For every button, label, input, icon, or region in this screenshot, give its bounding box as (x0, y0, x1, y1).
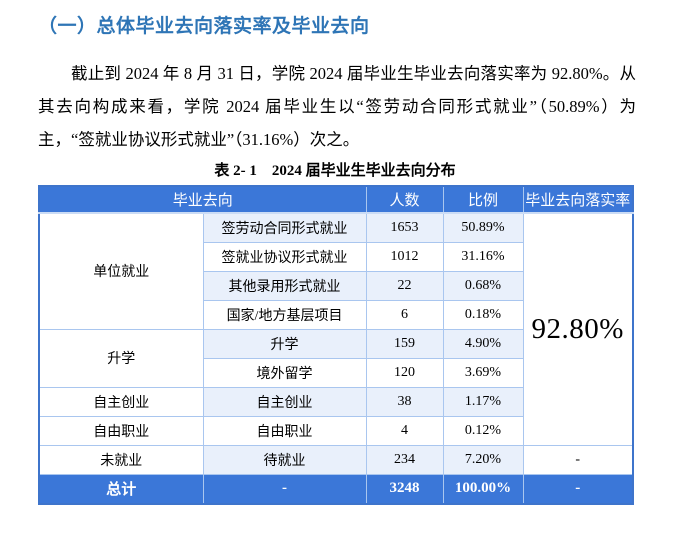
cell-subcategory: 其他录用形式就业 (202, 270, 367, 301)
table-row: 单位就业 签劳动合同形式就业 1653 50.89% 92.80% (38, 212, 634, 446)
cell-ratio: 0.12% (442, 415, 524, 446)
table-row: 国家/地方基层项目 6 0.18% (39, 299, 633, 330)
cell-ratio: 3.69% (442, 357, 524, 388)
cell-count: 1012 (365, 241, 444, 272)
cell-count: 159 (365, 328, 444, 359)
table-header-row: 毕业去向 人数 比例 毕业去向落实率 (38, 185, 634, 214)
cell-count: 38 (365, 386, 444, 417)
cell-subcategory: 境外留学 (202, 357, 367, 388)
cell-category-self-employed: 自主创业 (38, 386, 204, 417)
cell-category-employment: 单位就业 (38, 212, 204, 330)
cell-ratio: 31.16% (442, 241, 524, 272)
cell-count: 6 (365, 299, 444, 330)
col-header-ratio: 比例 (442, 185, 524, 214)
cell-ratio: 0.18% (442, 299, 524, 330)
cell-ratio: 0.68% (442, 270, 524, 301)
cell-count: 4 (365, 415, 444, 446)
cell-total-sub: - (202, 473, 367, 505)
col-header-destination: 毕业去向 (38, 185, 367, 214)
cell-total-label: 总计 (38, 473, 204, 505)
table-row: 境外留学 120 3.69% (39, 357, 633, 388)
cell-ratio: 7.20% (442, 444, 524, 475)
cell-count: 22 (365, 270, 444, 301)
cell-ratio: 1.17% (442, 386, 524, 417)
cell-category-further-study: 升学 (38, 328, 204, 388)
cell-total-ratio: 100.00% (442, 473, 524, 505)
cell-rate-value: 92.80% (522, 212, 634, 446)
cell-subcategory: 待就业 (202, 444, 367, 475)
table-row: 未就业 待就业 234 7.20% - (38, 444, 634, 475)
cell-subcategory: 自主创业 (202, 386, 367, 417)
cell-ratio: 50.89% (442, 212, 524, 243)
cell-total-rate: - (522, 473, 634, 505)
cell-total-count: 3248 (365, 473, 444, 505)
cell-count: 120 (365, 357, 444, 388)
cell-count: 1653 (365, 212, 444, 243)
cell-subcategory: 签就业协议形式就业 (202, 241, 367, 272)
cell-rate-dash: - (522, 444, 634, 475)
table-row: 其他录用形式就业 22 0.68% (39, 270, 633, 301)
col-header-rate: 毕业去向落实率 (522, 185, 634, 214)
cell-category-unemployed: 未就业 (38, 444, 204, 475)
table-total-row: 总计 - 3248 100.00% - (38, 473, 634, 505)
table-row: 签就业协议形式就业 1012 31.16% (39, 241, 633, 272)
cell-subcategory: 自由职业 (202, 415, 367, 446)
cell-category-freelance: 自由职业 (38, 415, 204, 446)
cell-ratio: 4.90% (442, 328, 524, 359)
section-heading: （一）总体毕业去向落实率及毕业去向 (38, 16, 370, 37)
table-caption: 表 2- 1 2024 届毕业生毕业去向分布 (214, 163, 456, 179)
cell-count: 234 (365, 444, 444, 475)
col-header-count: 人数 (365, 185, 444, 214)
cell-subcategory: 签劳动合同形式就业 (202, 212, 367, 243)
graduate-destination-table: 毕业去向 人数 比例 毕业去向落实率 单位就业 签劳动合同形式就业 1653 5… (38, 185, 635, 505)
cell-subcategory: 升学 (202, 328, 367, 359)
intro-paragraph: 截止到 2024 年 8 月 31 日，学院 2024 届毕业生毕业去向落实率为… (38, 64, 636, 149)
cell-subcategory: 国家/地方基层项目 (202, 299, 367, 330)
